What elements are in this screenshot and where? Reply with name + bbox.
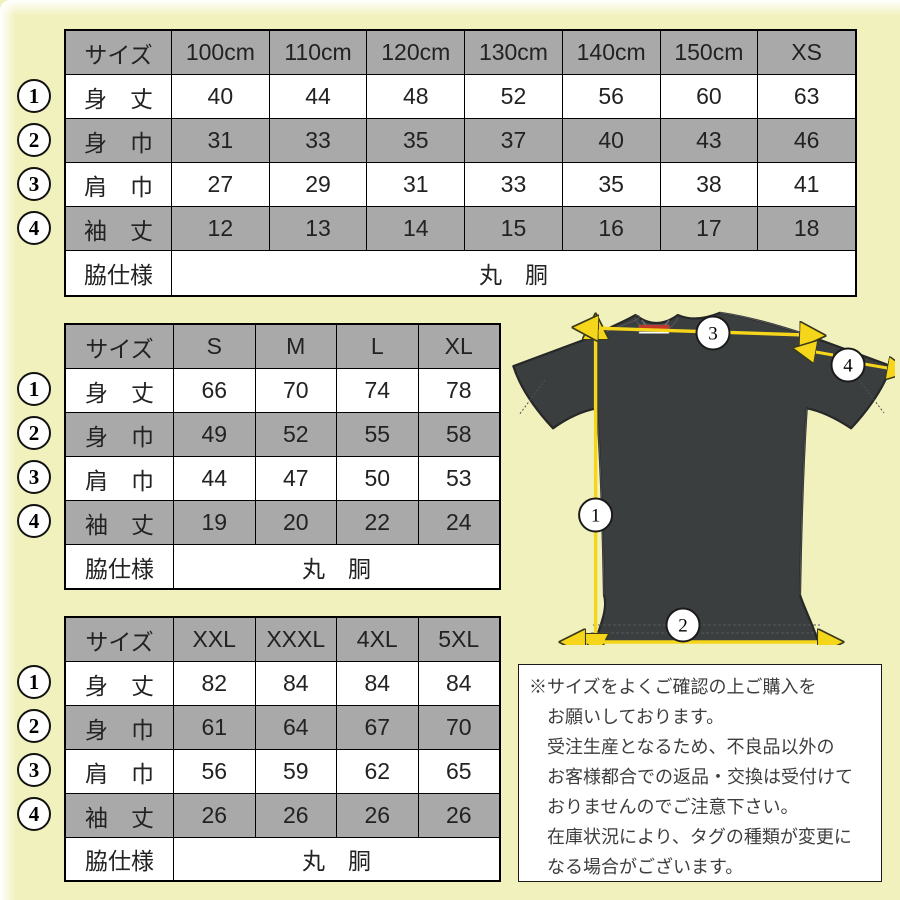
svg-text:1: 1	[591, 506, 601, 527]
svg-text:2: 2	[678, 616, 688, 637]
svg-text:3: 3	[708, 324, 718, 345]
svg-text:4: 4	[843, 356, 853, 377]
